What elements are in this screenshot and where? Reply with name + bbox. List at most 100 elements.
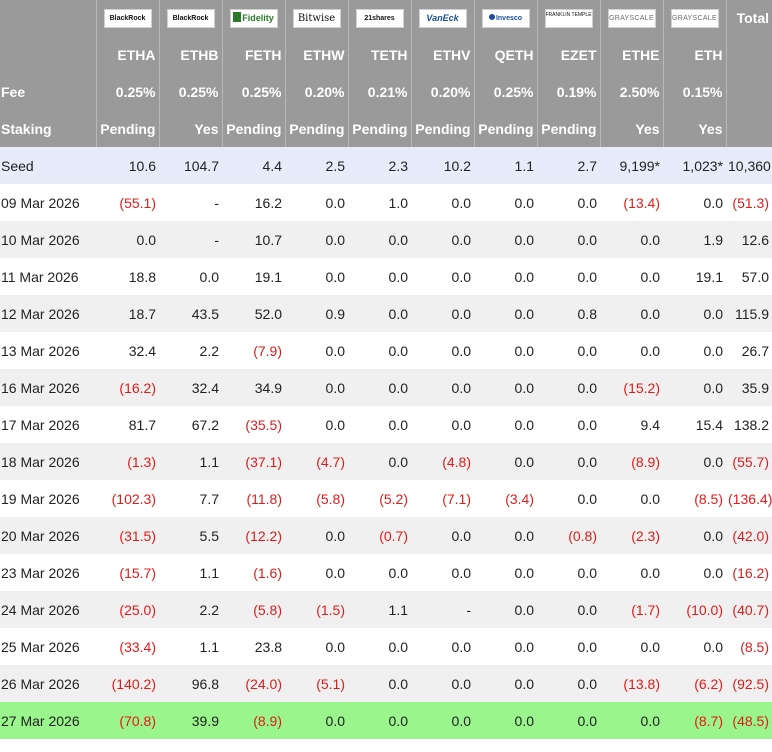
row-total: (48.5)	[726, 702, 772, 739]
ticker-row: ETHA ETHB FETH ETHW TETH ETHV QETH EZET ETHE ETH	[0, 36, 772, 73]
flow-value: 15.4	[663, 406, 726, 443]
flow-value: 0.0	[537, 258, 600, 295]
flow-value: 9.4	[600, 406, 663, 443]
flow-value: (6.2)	[663, 665, 726, 702]
flow-value: 0.0	[663, 554, 726, 591]
table-row: 17 Mar 2026 81.7 67.2 (35.5) 0.0 0.0 0.0 0.0 0.0…	[0, 406, 772, 443]
grayscale-logo: GRAYSCALE	[670, 8, 719, 28]
issuer-logo-text: Invesco	[495, 14, 523, 22]
flow-value: (0.8)	[537, 517, 600, 554]
flow-value: 0.0	[411, 295, 474, 332]
fee-label: Fee	[0, 73, 96, 110]
staking-row: Staking Pending Yes Pending Pending Pending Pe…	[0, 110, 772, 147]
flow-value: 0.8	[537, 295, 600, 332]
fee-cell: 0.19%	[536, 73, 600, 110]
flow-value: 0.0	[411, 221, 474, 258]
flow-value: (4.8)	[411, 443, 474, 480]
flow-value: 0.0	[348, 406, 411, 443]
staking-label: Staking	[0, 110, 96, 147]
table-row: 13 Mar 2026 32.4 2.2 (7.9) 0.0 0.0 0.0 0.0 0.0 0.…	[0, 332, 772, 369]
flow-value: (5.8)	[222, 591, 285, 628]
flow-value: (2.3)	[600, 517, 663, 554]
table-row: 19 Mar 2026 (102.3) 7.7 (11.8) (5.8) (5.2) (7.…	[0, 480, 772, 517]
flow-value: 32.4	[159, 369, 222, 406]
row-date: 23 Mar 2026	[0, 554, 96, 591]
flow-value: (33.4)	[96, 628, 159, 665]
flow-value: 0.0	[285, 554, 348, 591]
flow-value: -	[159, 221, 222, 258]
flow-value: (1.3)	[96, 443, 159, 480]
row-total: (40.7)	[726, 591, 772, 628]
fee-cell: 0.25%	[473, 73, 537, 110]
table-row: 24 Mar 2026 (25.0) 2.2 (5.8) (1.5) 1.1-0.0 0.0…	[0, 591, 772, 628]
staking-cell: Yes	[599, 110, 663, 147]
flow-value: 67.2	[159, 406, 222, 443]
flow-value: (37.1)	[222, 443, 285, 480]
fee-cell: 0.15%	[662, 73, 726, 110]
table-row: 20 Mar 2026 (31.5) 5.5 (12.2) 0.0 (0.7) 0.0 0.0…	[0, 517, 772, 554]
flow-value: 2.2	[159, 332, 222, 369]
row-total: (51.3)	[726, 184, 772, 221]
row-date: 26 Mar 2026	[0, 665, 96, 702]
flow-value: 32.4	[96, 332, 159, 369]
flow-value: 0.0	[348, 665, 411, 702]
row-total: (42.0)	[726, 517, 772, 554]
invesco-logo: Invesco	[481, 8, 530, 28]
flow-value: 1,023*	[663, 147, 726, 184]
flow-value: (15.2)	[600, 369, 663, 406]
row-date: 10 Mar 2026	[0, 221, 96, 258]
row-total: (92.5)	[726, 665, 772, 702]
fee-cell: 0.25%	[221, 73, 285, 110]
row-total: 10,360	[726, 147, 772, 184]
row-total: 115.9	[726, 295, 772, 332]
flow-value: 0.0	[411, 258, 474, 295]
flow-value: 2.2	[159, 591, 222, 628]
row-date: 17 Mar 2026	[0, 406, 96, 443]
flow-value: (8.5)	[663, 480, 726, 517]
flow-value: 9,199*	[600, 147, 663, 184]
flow-value: (24.0)	[222, 665, 285, 702]
flow-value: 0.0	[348, 295, 411, 332]
flow-value: 19.1	[663, 258, 726, 295]
fee-row: Fee 0.25% 0.25% 0.25% 0.20% 0.21% 0.20% 0.25% 0.…	[0, 73, 772, 110]
flow-value: 16.2	[222, 184, 285, 221]
flow-value: 5.5	[159, 517, 222, 554]
flow-value: 0.0	[411, 332, 474, 369]
flow-value: 0.0	[600, 554, 663, 591]
table-row: 18 Mar 2026 (1.3) 1.1 (37.1) (4.7) 0.0 (4.8) 0.…	[0, 443, 772, 480]
row-total: (8.5)	[726, 628, 772, 665]
flow-value: 0.0	[474, 665, 537, 702]
staking-cell: Pending	[410, 110, 474, 147]
flow-value: 0.0	[537, 443, 600, 480]
row-date: 24 Mar 2026	[0, 591, 96, 628]
flow-value: 0.0	[474, 591, 537, 628]
flow-value: 0.0	[285, 184, 348, 221]
issuer-logo-cell: GRAYSCALE	[599, 0, 663, 36]
flow-value: 0.0	[600, 332, 663, 369]
flow-value: (140.2)	[96, 665, 159, 702]
row-date: 18 Mar 2026	[0, 443, 96, 480]
issuer-logo-cell: FRANKLIN TEMPLETON	[536, 0, 600, 36]
flow-value: 0.0	[285, 258, 348, 295]
flow-value: 1.1	[474, 147, 537, 184]
flow-value: 0.0	[348, 221, 411, 258]
flow-value: 34.9	[222, 369, 285, 406]
flow-value: 0.0	[663, 443, 726, 480]
flow-value: (5.8)	[285, 480, 348, 517]
flow-value: 0.0	[474, 406, 537, 443]
flow-value: 0.0	[600, 628, 663, 665]
flow-value: -	[159, 184, 222, 221]
flow-value: 7.7	[159, 480, 222, 517]
issuer-logo-cell: VanEck	[410, 0, 474, 36]
flow-value: 0.0	[537, 369, 600, 406]
total-header: Total	[725, 0, 772, 36]
flow-value: 0.0	[348, 702, 411, 739]
flow-value: (8.9)	[600, 443, 663, 480]
issuer-logo-text: FRANKLIN TEMPLETON	[545, 11, 592, 18]
flow-value: 0.0	[285, 221, 348, 258]
flow-value: 0.0	[537, 702, 600, 739]
row-total: (136.4)	[726, 480, 772, 517]
flow-value: 10.2	[411, 147, 474, 184]
flow-value: 0.0	[411, 184, 474, 221]
corner-cell	[0, 0, 96, 36]
